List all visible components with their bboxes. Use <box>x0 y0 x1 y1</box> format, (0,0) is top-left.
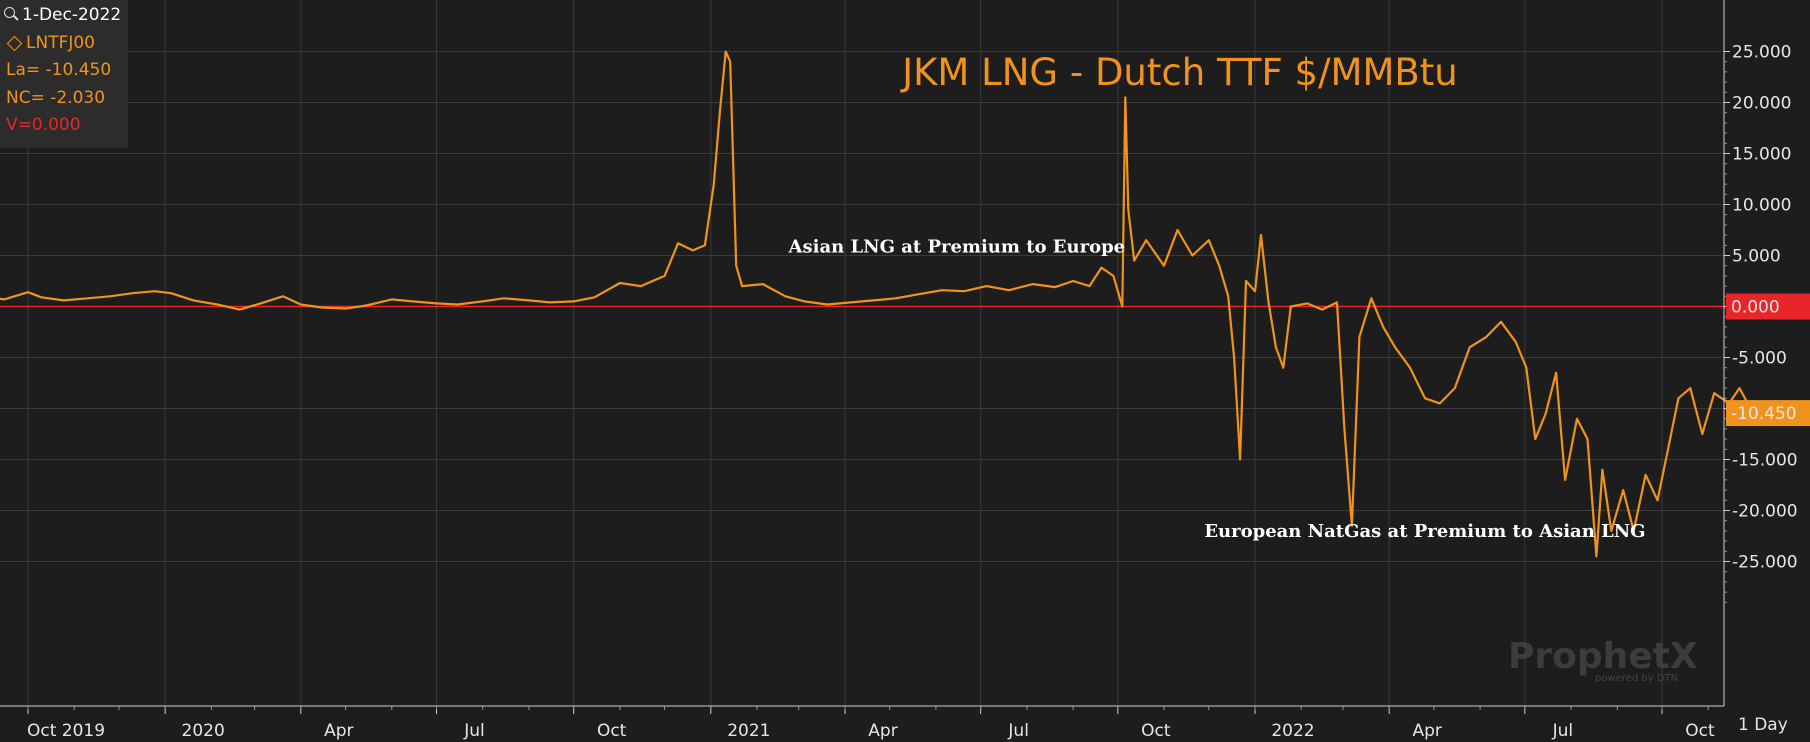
info-symbol-row: LNTFJ00 <box>0 30 128 58</box>
y-tick-label: 10.000 <box>1732 196 1791 216</box>
x-tick-label: Apr <box>1412 721 1441 741</box>
info-net-change: NC= -2.030 <box>6 87 106 108</box>
prophetx-watermark: ProphetX powered by DTN <box>1508 636 1698 684</box>
info-date: 1-Dec-2022 <box>22 5 122 25</box>
zero-value-badge: 0.000 <box>1726 293 1810 320</box>
x-tick-label: 2022 <box>1271 721 1314 741</box>
chart-title: JKM LNG - Dutch TTF $/MMBtu <box>900 51 1458 94</box>
x-tick-label: Oct <box>1685 721 1715 741</box>
info-last: La= -10.450 <box>6 60 112 80</box>
y-tick-label: 15.000 <box>1732 145 1791 165</box>
last-value-badge: -10.450 <box>1726 400 1810 427</box>
watermark-sub: powered by DTN <box>1595 673 1678 684</box>
x-tick-label: Oct <box>1141 721 1171 741</box>
vertical-gridlines <box>27 0 1663 706</box>
series-line <box>0 50 1754 558</box>
y-tick-label: -25.000 <box>1732 553 1798 573</box>
x-axis-ticks: Oct 2019 2020 Apr Jul Oct 2021 Apr Jul Oct 2022 Ap… <box>27 706 1715 741</box>
y-tick-label: 20.000 <box>1732 94 1791 114</box>
x-tick-label: Jul <box>1007 721 1029 741</box>
info-volume: V=0.000 <box>6 115 81 135</box>
x-tick-label: 2021 <box>727 721 770 741</box>
annotation-label: European NatGas at Premium to Asian LNG <box>1204 521 1645 542</box>
x-tick-label: Jul <box>463 721 485 741</box>
magnifier-icon[interactable] <box>4 7 15 18</box>
x-tick-label: Jul <box>1552 721 1574 741</box>
info-panel: 1-Dec-2022 LNTFJ00 La= -10.450 NC= -2.03… <box>0 0 128 148</box>
x-axis-minor-ticks <box>27 706 1709 710</box>
y-tick-label: 5.000 <box>1732 247 1781 267</box>
y-tick-label: -5.000 <box>1732 349 1787 369</box>
watermark-brand: ProphetX <box>1508 636 1698 677</box>
x-tick-label: 2020 <box>182 721 225 741</box>
zero-badge-label: 0.000 <box>1731 298 1780 318</box>
y-tick-label: -20.000 <box>1732 502 1798 522</box>
x-tick-label: Apr <box>868 721 897 741</box>
info-date-row: 1-Dec-2022 <box>0 2 128 30</box>
x-tick-label: Apr <box>324 721 353 741</box>
diamond-icon <box>6 35 23 51</box>
x-tick-label: Oct 2019 <box>27 721 105 741</box>
annotations: Asian LNG at Premium to Europe European N… <box>788 236 1646 542</box>
y-tick-label: 25.000 <box>1732 43 1791 63</box>
y-tick-label: -15.000 <box>1732 451 1798 471</box>
info-symbol: LNTFJ00 <box>26 32 95 53</box>
x-tick-label: Oct <box>597 721 627 741</box>
annotation-label: Asian LNG at Premium to Europe <box>788 236 1126 257</box>
last-badge-label: -10.450 <box>1731 404 1797 424</box>
timeframe-label: 1 Day <box>1738 715 1788 735</box>
